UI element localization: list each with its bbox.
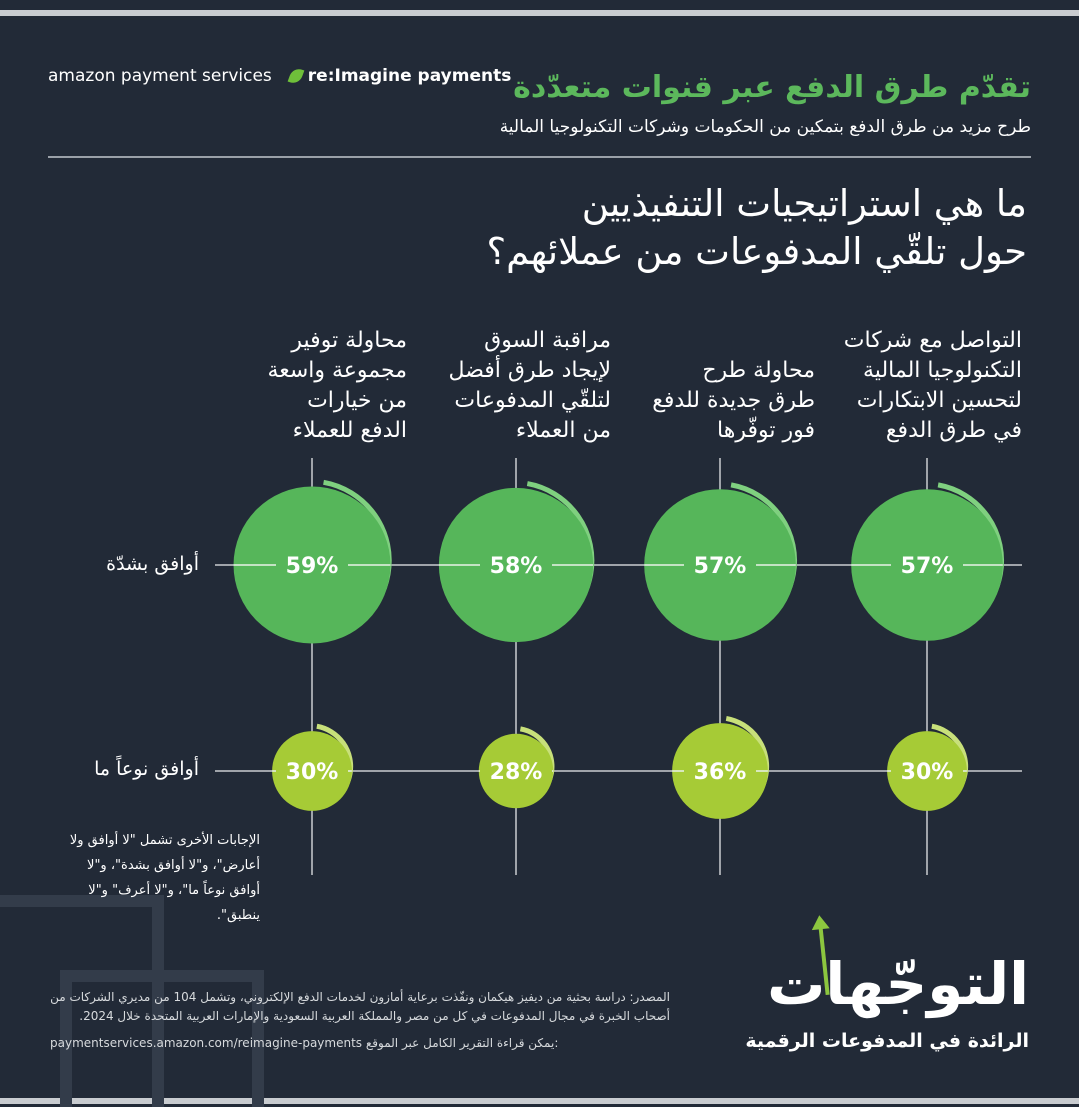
column-header-line: التكنولوجيا المالية — [863, 358, 1022, 383]
page-subtitle: طرح مزيد من طرق الدفع بتمكين من الحكومات… — [499, 117, 1031, 137]
bubble-value-label: 36% — [694, 760, 747, 785]
amazon-payment-services-logo: amazon payment services — [48, 66, 272, 86]
column-header: محاولة طرح طرق جديدة للدفع فور توفّرها — [625, 356, 815, 446]
label-bg — [686, 552, 754, 578]
label-bg — [278, 758, 346, 784]
column-header-line: محاولة طرح — [702, 358, 815, 383]
report-link[interactable]: paymentservices.amazon.com/reimagine-pay… — [50, 1036, 363, 1050]
bubble-value-label: 30% — [286, 760, 339, 785]
report-link-label: يمكن قراءة التقرير الكامل عبر الموقع: — [365, 1036, 559, 1050]
report-link-line: paymentservices.amazon.com/reimagine-pay… — [50, 1036, 770, 1050]
bubble-value-label: 58% — [490, 554, 543, 579]
brand-title: التوجّهات — [767, 950, 1029, 1018]
column-header-line: الدفع للعملاء — [292, 418, 407, 443]
divider — [48, 156, 1031, 158]
question-heading: ما هي استراتيجيات التنفيذيين حول تلقّي ال… — [486, 182, 1027, 273]
column-header: التواصل مع شركات التكنولوجيا المالية لتحسي… — [832, 326, 1022, 446]
column-header-line: مراقبة السوق — [484, 328, 611, 353]
column-header: مراقبة السوق لإيجاد طرق أفضل لتلقّي المدفو… — [421, 326, 611, 446]
column-header-line: مجموعة واسعة — [267, 358, 407, 383]
brand-subtitle: الرائدة في المدفوعات الرقمية — [745, 1030, 1029, 1052]
page-title: تقدّم طرق الدفع عبر قنوات متعدّدة — [513, 70, 1031, 105]
column-header-line: التواصل مع شركات — [843, 328, 1022, 353]
column-header-line: من خيارات — [307, 388, 407, 413]
footnote: الإجابات الأخرى تشمل "لا أوافق ولا أعارض… — [69, 833, 260, 923]
label-bg — [482, 552, 550, 578]
decoration-box — [60, 970, 264, 1107]
bubble-value-label: 28% — [490, 760, 543, 785]
label-bg — [893, 552, 961, 578]
bubble-value-label: 59% — [286, 554, 339, 579]
column-header: محاولة توفير مجموعة واسعة من خيارات الدفع ل… — [217, 326, 407, 446]
label-bg — [686, 758, 754, 784]
logos: amazon payment services re:Imagine payme… — [48, 66, 511, 86]
column-header-line: لتحسين الابتكارات — [856, 388, 1022, 413]
column-header-line: في طرق الدفع — [885, 418, 1022, 443]
checkbox-decoration-icon — [0, 895, 164, 1107]
bubble-value-label: 30% — [901, 760, 954, 785]
reimagine-logo: re:Imagine payments — [287, 66, 511, 86]
source-text: المصدر: دراسة بحثية من ديفيز هيكمان ونفّ… — [50, 990, 670, 1023]
row-label-strongly-agree: أوافق بشدّة — [106, 553, 199, 575]
column-header-line: لإيجاد طرق أفضل — [448, 358, 611, 383]
label-bg — [278, 552, 346, 578]
column-header-line: محاولة توفير — [291, 328, 407, 353]
row-label-somewhat-agree: أوافق نوعاً ما — [94, 758, 199, 780]
column-header-line: من العملاء — [515, 418, 611, 443]
top-border — [0, 10, 1079, 16]
label-bg — [482, 758, 550, 784]
bubble-value-label: 57% — [901, 554, 954, 579]
column-header-line: طرق جديدة للدفع — [652, 388, 815, 413]
bottom-border — [0, 1098, 1079, 1104]
column-header-line: لتلقّي المدفوعات — [454, 388, 611, 413]
column-header-line: فور توفّرها — [717, 418, 815, 443]
label-bg — [893, 758, 961, 784]
bubble-value-label: 57% — [694, 554, 747, 579]
